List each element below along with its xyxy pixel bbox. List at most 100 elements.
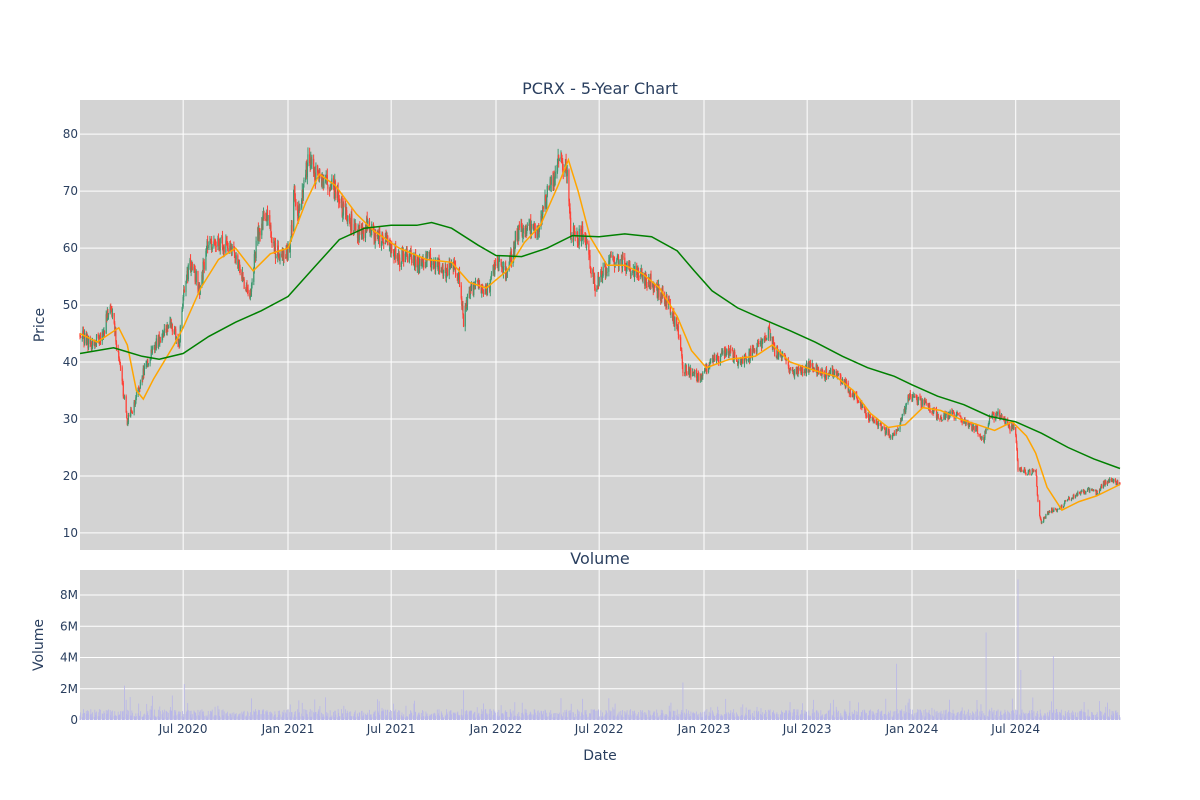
candle-body xyxy=(746,359,748,361)
volume-bar xyxy=(1048,711,1050,720)
volume-bar xyxy=(1075,716,1077,720)
volume-bar xyxy=(1044,713,1046,720)
volume-bar xyxy=(868,710,870,720)
volume-bar xyxy=(1108,716,1110,720)
candle-body xyxy=(348,215,351,221)
volume-bar xyxy=(782,712,784,720)
volume-bar xyxy=(976,699,978,720)
volume-bar xyxy=(406,716,407,720)
candle-body xyxy=(323,181,325,189)
volume-bar xyxy=(933,709,935,720)
candle-body xyxy=(190,268,192,271)
volume-bar xyxy=(642,710,643,720)
volume-bar xyxy=(334,710,336,720)
volume-bar xyxy=(545,710,546,720)
volume-bar xyxy=(992,711,994,720)
candle-body xyxy=(446,269,449,276)
volume-bar xyxy=(166,712,168,720)
volume-bar xyxy=(904,713,905,720)
candle-body xyxy=(556,158,559,172)
volume-bar xyxy=(137,713,139,720)
volume-bar xyxy=(293,714,295,720)
volume-bar xyxy=(457,711,459,720)
volume-bar xyxy=(649,710,651,720)
volume-bar xyxy=(430,715,431,720)
candle-body xyxy=(526,230,528,234)
volume-bar xyxy=(749,709,751,720)
candle-body xyxy=(203,262,205,270)
volume-bar xyxy=(892,711,894,720)
candle-body xyxy=(416,259,418,268)
volume-bar xyxy=(618,716,619,720)
volume-bar xyxy=(190,714,191,720)
volume-bar xyxy=(565,716,566,720)
candle-body xyxy=(353,224,355,232)
candle-body xyxy=(227,248,229,254)
volume-bar xyxy=(680,714,682,720)
volume-bar xyxy=(813,699,814,720)
candle-body xyxy=(481,285,483,290)
volume-bar xyxy=(139,716,141,720)
volume-bar xyxy=(170,707,172,720)
candle-body xyxy=(916,396,918,403)
candle-body xyxy=(602,267,604,276)
volume-bar xyxy=(162,710,164,720)
candle-body xyxy=(1016,442,1018,450)
volume-bar xyxy=(669,712,671,720)
volume-bar xyxy=(893,711,895,720)
candle-body xyxy=(790,369,792,371)
volume-bar xyxy=(398,710,399,720)
volume-bar xyxy=(870,709,871,720)
volume-bar xyxy=(1047,712,1049,720)
candle-body xyxy=(449,261,451,265)
volume-bar xyxy=(698,713,700,720)
candle-body xyxy=(478,280,481,288)
candle-body xyxy=(534,229,536,238)
volume-bar xyxy=(106,714,108,720)
volume-bar xyxy=(756,706,758,720)
volume-bar xyxy=(1008,717,1010,720)
candle-body xyxy=(939,416,942,420)
volume-bar xyxy=(383,709,385,720)
volume-bar xyxy=(1033,711,1035,720)
volume-bar xyxy=(972,717,974,720)
volume-bar xyxy=(773,710,774,720)
candle-body xyxy=(936,417,938,419)
volume-bar xyxy=(359,712,361,720)
volume-bar xyxy=(169,710,171,720)
candle-body xyxy=(167,325,169,329)
volume-bar xyxy=(1071,712,1072,720)
volume-bar xyxy=(997,717,998,720)
volume-bar xyxy=(285,713,287,720)
volume-bar xyxy=(832,699,834,720)
volume-bar xyxy=(343,705,345,720)
volume-bar xyxy=(650,714,651,720)
volume-bar xyxy=(1039,709,1041,720)
volume-bar xyxy=(593,709,594,720)
volume-bar xyxy=(516,715,518,720)
volume-bar xyxy=(108,709,109,720)
volume-bar xyxy=(129,697,131,720)
candle-body xyxy=(522,228,524,234)
volume-bar xyxy=(235,714,236,720)
volume-bar xyxy=(210,712,212,720)
volume-bar xyxy=(225,713,227,720)
volume-bar xyxy=(602,716,604,720)
volume-bar xyxy=(794,709,796,720)
volume-bar xyxy=(732,715,734,720)
candle-body xyxy=(963,419,965,424)
candle-body xyxy=(122,380,124,383)
candle-body xyxy=(1043,517,1045,522)
volume-bar xyxy=(1045,715,1047,720)
volume-bar xyxy=(783,712,785,720)
volume-bar xyxy=(983,713,985,720)
candle-body xyxy=(231,246,233,251)
volume-bar xyxy=(442,714,443,720)
candle-body xyxy=(95,342,97,346)
candle-body xyxy=(786,359,788,361)
candle-body xyxy=(820,371,822,376)
volume-bar xyxy=(819,716,821,720)
volume-bar xyxy=(111,717,113,720)
volume-bar xyxy=(884,713,886,720)
